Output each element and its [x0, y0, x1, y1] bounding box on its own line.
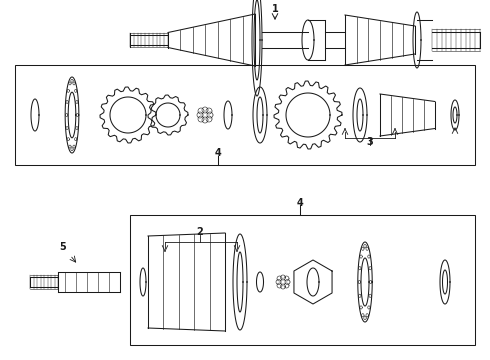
Text: 3: 3	[367, 137, 373, 147]
Bar	[15, 65, 475, 165]
Text: 2: 2	[196, 227, 203, 237]
Text: 4: 4	[215, 148, 221, 158]
Text: 5: 5	[60, 242, 66, 252]
Text: 1: 1	[271, 4, 278, 14]
Text: 4: 4	[296, 198, 303, 208]
Bar	[130, 215, 475, 345]
